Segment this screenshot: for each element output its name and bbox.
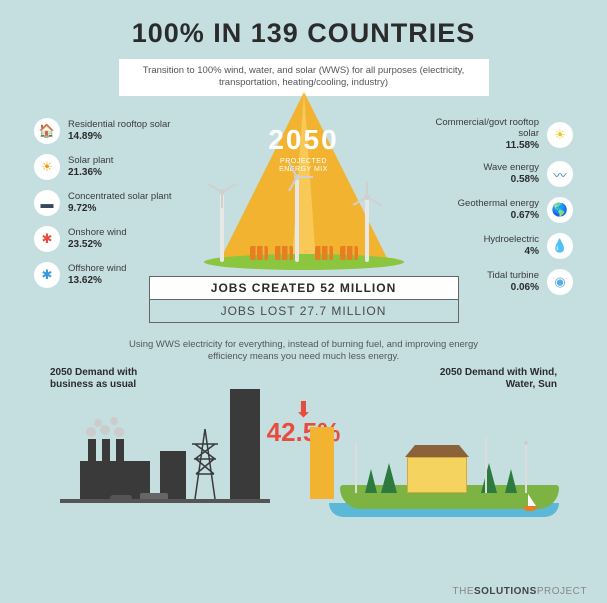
footer-pre: THE (452, 586, 474, 597)
road-line (60, 499, 270, 503)
energy-source-item: ✱ Onshore wind23.52% (34, 226, 184, 252)
projected-year: 2050 (268, 124, 338, 156)
power-pylon-icon (190, 429, 220, 499)
smokestack-icon (116, 439, 124, 461)
energy-source-label: Offshore wind13.62% (68, 264, 126, 286)
energy-source-icon: ✱ (34, 226, 60, 252)
energy-source-icon: ▬ (34, 190, 60, 216)
energy-source-label: Geothermal energy0.67% (458, 199, 539, 221)
energy-source-label: Solar plant21.36% (68, 156, 113, 178)
energy-source-icon: ✱ (34, 262, 60, 288)
tree-icon (365, 469, 377, 493)
smokestack-icon (102, 439, 110, 461)
roof-icon (405, 445, 469, 457)
energy-source-item: ☀ Commercial/govt rooftop solar11.58% (423, 118, 573, 151)
energy-source-item: ☀ Solar plant21.36% (34, 154, 184, 180)
smoke-icon (100, 425, 110, 435)
page-title: 100% IN 139 COUNTRIES (0, 0, 607, 49)
smoke-icon (86, 427, 96, 437)
fence-icon (250, 246, 268, 260)
demand-comparison-scene: 2050 Demand with business as usual 2050 … (20, 367, 587, 527)
energy-source-icon: ☀ (34, 154, 60, 180)
energy-source-label: Residential rooftop solar14.89% (68, 120, 170, 142)
energy-source-label: Commercial/govt rooftop solar11.58% (423, 118, 539, 151)
house-icon (407, 457, 467, 493)
footer-post: PROJECT (537, 586, 587, 597)
wind-turbine-icon (485, 438, 487, 493)
energy-source-item: 💧 Hydroelectric4% (423, 233, 573, 259)
jobs-lost-bar: JOBS LOST 27.7 MILLION (149, 300, 459, 323)
energy-source-icon: ☀ (547, 122, 573, 148)
ground-ellipse (204, 254, 404, 270)
energy-source-icon: 〰 (547, 161, 573, 187)
building-icon (160, 451, 186, 499)
tree-icon (381, 463, 397, 493)
energy-source-icon: 🌎 (547, 197, 573, 223)
tree-icon (505, 469, 517, 493)
energy-source-label: Hydroelectric4% (484, 235, 539, 257)
energy-source-label: Onshore wind23.52% (68, 228, 127, 250)
smokestack-icon (88, 439, 96, 461)
smoke-icon (110, 417, 118, 425)
fence-icon (315, 246, 333, 260)
smoke-icon (114, 427, 124, 437)
jobs-stats: JOBS CREATED 52 MILLION JOBS LOST 27.7 M… (149, 276, 459, 323)
footer-bold: SOLUTIONS (474, 586, 537, 597)
jobs-created-bar: JOBS CREATED 52 MILLION (149, 276, 459, 300)
energy-source-item: ▬ Concentrated solar plant9.72% (34, 190, 184, 216)
lower-description: Using WWS electricity for everything, in… (114, 339, 494, 364)
fence-icon (340, 246, 358, 260)
tree-icon (481, 463, 497, 493)
projected-caption: PROJECTED ENERGY MIX (279, 158, 328, 175)
energy-source-label: Concentrated solar plant9.72% (68, 192, 172, 214)
energy-source-item: 🏠 Residential rooftop solar14.89% (34, 118, 184, 144)
subtitle-box: Transition to 100% wind, water, and sola… (119, 59, 489, 96)
energy-source-label: Wave energy0.58% (483, 163, 539, 185)
fence-icon (275, 246, 293, 260)
energy-source-item: 🌎 Geothermal energy0.67% (423, 197, 573, 223)
footer-brand: THESOLUTIONSPROJECT (452, 586, 587, 597)
energy-source-item: 〰 Wave energy0.58% (423, 161, 573, 187)
demand-label-right: 2050 Demand with Wind, Water, Sun (437, 367, 557, 391)
wind-turbine-icon (295, 177, 299, 262)
demand-bar-bau (230, 389, 260, 499)
left-energy-sources: 🏠 Residential rooftop solar14.89% ☀ Solar p… (34, 118, 184, 298)
wind-turbine-icon (365, 197, 369, 262)
demand-label-left: 2050 Demand with business as usual (50, 367, 160, 391)
energy-source-label: Tidal turbine0.06% (487, 271, 539, 293)
energy-source-icon: 💧 (547, 233, 573, 259)
sailboat-icon (523, 493, 537, 511)
wind-turbine-icon (220, 192, 224, 262)
infographic-page: 100% IN 139 COUNTRIES Transition to 100%… (0, 0, 607, 603)
wind-turbine-icon (525, 443, 527, 493)
energy-source-icon: ◉ (547, 269, 573, 295)
wind-turbine-icon (355, 443, 357, 493)
energy-source-icon: 🏠 (34, 118, 60, 144)
demand-bar-wws (310, 427, 334, 499)
